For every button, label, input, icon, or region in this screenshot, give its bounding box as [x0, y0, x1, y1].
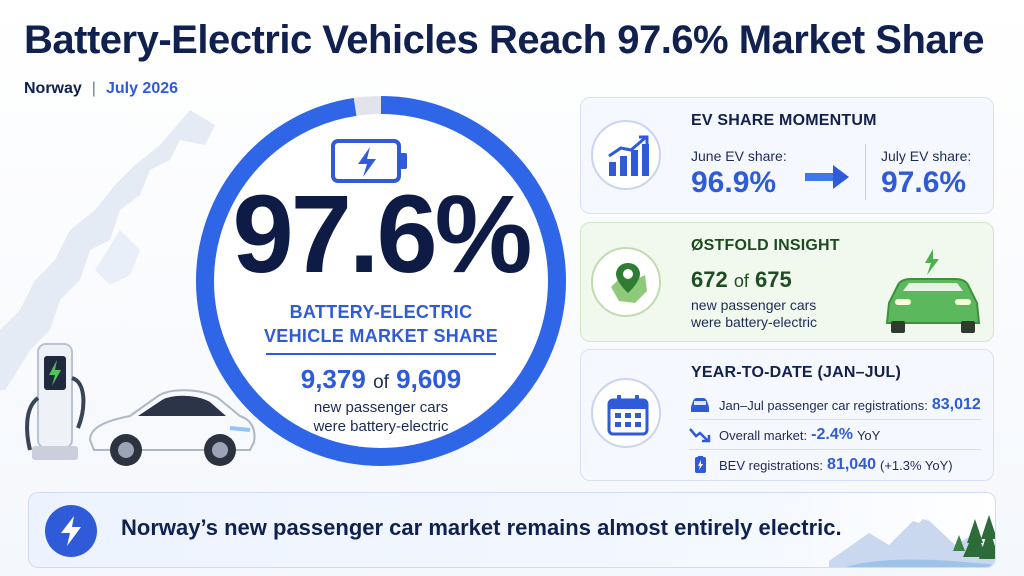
ring-svg — [196, 96, 566, 466]
summary-banner: Norway’s new passenger car market remain… — [28, 492, 996, 568]
ytd-bev-yoy: (+1.3% YoY) — [879, 457, 953, 473]
ostfold-count-of: of — [733, 271, 749, 291]
ostfold-insight-card: ØSTFOLD INSIGHT 672 of 675 new passenger… — [580, 222, 994, 342]
page-title: Battery-Electric Vehicles Reach 97.6% Ma… — [24, 18, 984, 62]
arrow-right-icon — [805, 165, 849, 189]
bev-count-description: new passenger cars were battery-electric — [241, 398, 521, 436]
calendar-icon — [591, 378, 661, 448]
market-share-label-line1: BATTERY-ELECTRIC — [289, 302, 473, 322]
battery-bolt-icon — [331, 139, 407, 183]
market-share-label-line2: VEHICLE MARKET SHARE — [263, 326, 498, 346]
ostfold-heading: ØSTFOLD INSIGHT — [691, 237, 840, 254]
ytd-registrations-label: Jan–Jul passenger car registrations: — [719, 397, 928, 413]
ytd-market-value: -2.4% — [811, 426, 853, 443]
car-icon — [691, 398, 709, 412]
charging-station-icon — [25, 343, 86, 460]
june-share-label: June EV share: — [691, 148, 787, 164]
ytd-row-bev: BEV registrations: 81,040 (+1.3% YoY) — [689, 452, 981, 478]
momentum-divider — [865, 144, 866, 200]
subtitle: Norway | July 2026 — [24, 80, 178, 98]
market-share-ring — [191, 91, 571, 471]
ostfold-desc-line2: were battery-electric — [691, 314, 818, 330]
trend-up-chart-icon — [591, 120, 661, 190]
june-share-value: 96.9% — [691, 166, 777, 199]
ytd-row-registrations: Jan–Jul passenger car registrations: 83,… — [689, 392, 981, 418]
location-pin-icon — [591, 247, 661, 317]
ytd-divider — [689, 449, 981, 450]
ytd-bev-label: BEV registrations: — [719, 457, 824, 473]
battery-icon — [695, 456, 706, 473]
mountain-landscape-icon — [829, 513, 995, 567]
ring-progress-arc — [196, 96, 566, 466]
ytd-divider — [689, 419, 981, 420]
ytd-row-overall-market: Overall market: -2.4% YoY — [689, 422, 981, 448]
ytd-heading: YEAR-TO-DATE (JAN–JUL) — [691, 364, 902, 381]
july-share-label: July EV share: — [881, 148, 972, 164]
bev-count-value: 9,379 — [300, 364, 366, 394]
lightning-bolt-icon — [45, 505, 97, 557]
ostfold-bev-value: 672 — [691, 267, 728, 292]
country-label: Norway — [24, 80, 82, 97]
market-share-percent: 97.6% — [232, 173, 533, 296]
ostfold-count: 672 of 675 — [691, 267, 792, 293]
total-count-value: 9,609 — [396, 364, 462, 394]
momentum-heading: EV SHARE MOMENTUM — [691, 112, 877, 129]
subtitle-separator: | — [91, 80, 96, 97]
ytd-bev-value: 81,040 — [827, 456, 876, 473]
trend-down-icon — [689, 428, 711, 443]
ytd-market-yoy: YoY — [856, 427, 881, 443]
date-label: July 2026 — [105, 80, 179, 97]
bev-count: 9,379 of 9,609 — [241, 364, 521, 395]
market-share-label: BATTERY-ELECTRIC VEHICLE MARKET SHARE — [241, 300, 521, 348]
green-ev-car-icon — [885, 249, 981, 333]
ytd-registrations-value: 83,012 — [931, 396, 981, 413]
bev-count-desc-line2: were battery-electric — [313, 418, 449, 435]
summary-banner-text: Norway’s new passenger car market remain… — [121, 515, 842, 540]
white-ev-car-icon — [88, 389, 256, 466]
divider — [266, 353, 496, 355]
norway-map-icon — [0, 110, 215, 390]
bev-count-of: of — [373, 372, 389, 393]
ostfold-description: new passenger cars were battery-electric — [691, 297, 881, 331]
july-share-value: 97.6% — [881, 166, 967, 199]
ytd-market-label: Overall market: — [719, 427, 808, 443]
year-to-date-card: YEAR-TO-DATE (JAN–JUL) Jan–Jul passenger… — [580, 349, 994, 481]
ev-share-momentum-card: EV SHARE MOMENTUM June EV share: 96.9% J… — [580, 97, 994, 214]
ostfold-total-value: 675 — [754, 267, 792, 292]
bev-count-desc-line1: new passenger cars — [313, 399, 449, 416]
ostfold-desc-line1: new passenger cars — [691, 297, 817, 313]
